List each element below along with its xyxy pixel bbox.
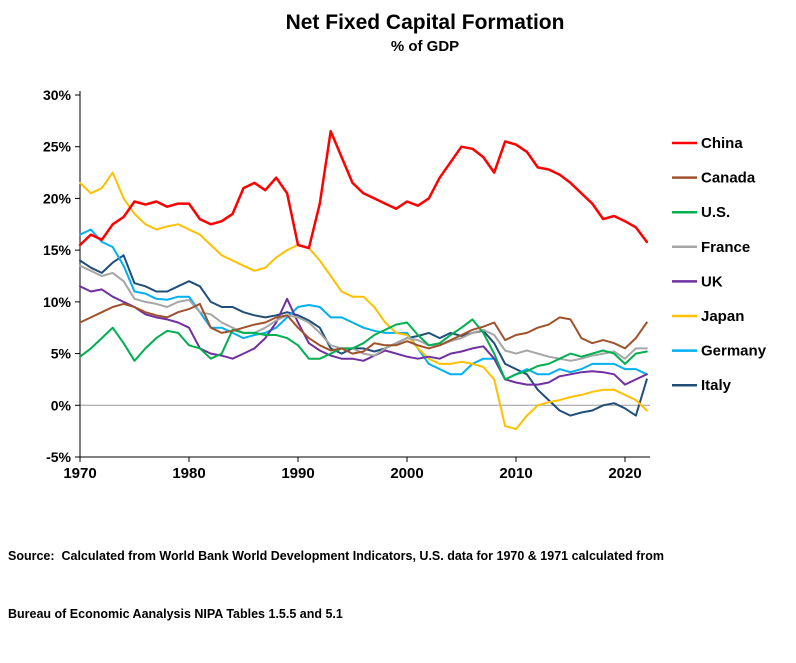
y-tick-label: 30%	[43, 87, 72, 103]
chart-subtitle: % of GDP	[390, 38, 460, 55]
legend-label-france: France	[701, 239, 750, 256]
y-tick-label: 25%	[43, 139, 72, 155]
series-line-germany	[79, 228, 648, 381]
source-line-1: Source: Calculated from World Bank World…	[8, 548, 664, 563]
y-tick-label: 10%	[43, 294, 72, 310]
legend-label-canada: Canada	[701, 170, 756, 187]
x-tick-label: 1980	[172, 465, 205, 482]
x-tick-label: 2000	[390, 465, 423, 482]
series-line-canada	[79, 302, 648, 355]
page-root: Net Fixed Capital Formation % of GDP 30%…	[0, 10, 796, 663]
source-note: Source: Calculated from World Bank World…	[8, 508, 790, 663]
x-tick-label: 1990	[281, 465, 314, 482]
legend-label-china: China	[701, 135, 743, 152]
line-chart: 30% 25% 20% 15% 10% 5% 0% -5%1970 1980 1990 2000 20…	[43, 87, 767, 482]
series-line-japan	[79, 171, 648, 431]
source-line-2: Bureau of Economic Aanalysis NIPA Tables…	[8, 606, 343, 621]
x-tick-label: 2020	[608, 465, 641, 482]
y-tick-label: 15%	[43, 242, 72, 258]
y-tick-label: -5%	[46, 449, 71, 465]
y-tick-label: 5%	[51, 346, 72, 362]
chart-header: Net Fixed Capital Formation % of GDP	[55, 10, 795, 56]
legend-label-italy: Italy	[701, 377, 732, 394]
series-line-italy	[79, 254, 648, 417]
chart-title: Net Fixed Capital Formation	[285, 11, 565, 34]
x-tick-label: 1970	[63, 465, 96, 482]
legend-label-us: U.S.	[701, 204, 730, 221]
y-tick-label: 0%	[51, 397, 72, 413]
legend-label-japan: Japan	[701, 308, 744, 325]
legend-label-uk: UK	[701, 273, 723, 290]
series-line-us	[79, 318, 648, 381]
series-line-uk	[79, 285, 648, 386]
legend-label-germany: Germany	[701, 343, 767, 360]
series-line-france	[79, 264, 648, 362]
series-line-china	[78, 129, 649, 250]
y-tick-label: 20%	[43, 190, 72, 206]
x-tick-label: 2010	[499, 465, 532, 482]
